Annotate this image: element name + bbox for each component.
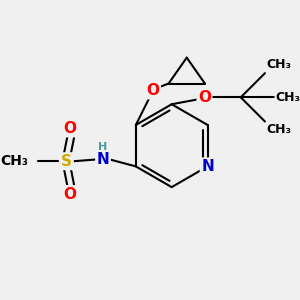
Text: CH₃: CH₃ — [267, 123, 292, 136]
Text: N: N — [201, 159, 214, 174]
Text: O: O — [147, 83, 160, 98]
Text: CH₃: CH₃ — [0, 154, 28, 168]
Text: O: O — [64, 187, 77, 202]
Text: S: S — [61, 154, 72, 169]
Text: H: H — [98, 142, 107, 152]
Text: O: O — [198, 90, 211, 105]
Text: N: N — [97, 152, 110, 167]
Text: CH₃: CH₃ — [267, 58, 292, 71]
Text: CH₃: CH₃ — [275, 91, 300, 104]
Text: O: O — [64, 121, 77, 136]
